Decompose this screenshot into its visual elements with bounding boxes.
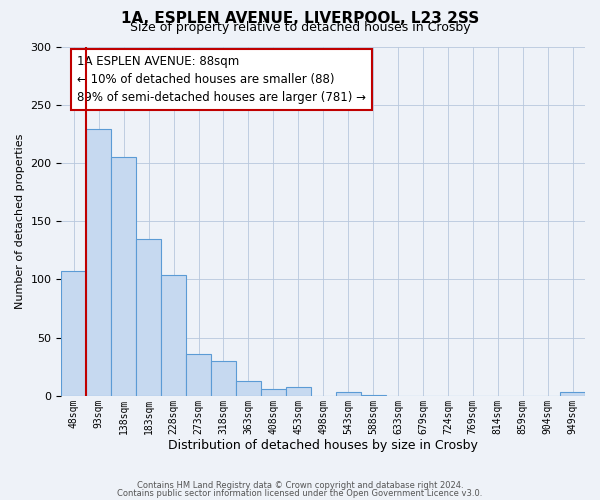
Text: Contains public sector information licensed under the Open Government Licence v3: Contains public sector information licen… [118,488,482,498]
Y-axis label: Number of detached properties: Number of detached properties [15,134,25,309]
Text: 1A, ESPLEN AVENUE, LIVERPOOL, L23 2SS: 1A, ESPLEN AVENUE, LIVERPOOL, L23 2SS [121,11,479,26]
Bar [261,389,286,396]
Bar [361,395,386,396]
Text: Size of property relative to detached houses in Crosby: Size of property relative to detached ho… [130,22,470,35]
Bar [560,392,585,396]
Bar [136,238,161,396]
Bar [86,129,111,396]
Bar [111,157,136,396]
Bar [335,392,361,396]
Text: Contains HM Land Registry data © Crown copyright and database right 2024.: Contains HM Land Registry data © Crown c… [137,481,463,490]
Bar [236,381,261,396]
Bar [211,361,236,396]
Bar [161,275,186,396]
X-axis label: Distribution of detached houses by size in Crosby: Distribution of detached houses by size … [168,440,478,452]
Bar [286,386,311,396]
Bar [186,354,211,396]
Text: 1A ESPLEN AVENUE: 88sqm
← 10% of detached houses are smaller (88)
89% of semi-de: 1A ESPLEN AVENUE: 88sqm ← 10% of detache… [77,55,366,104]
Bar [61,272,86,396]
